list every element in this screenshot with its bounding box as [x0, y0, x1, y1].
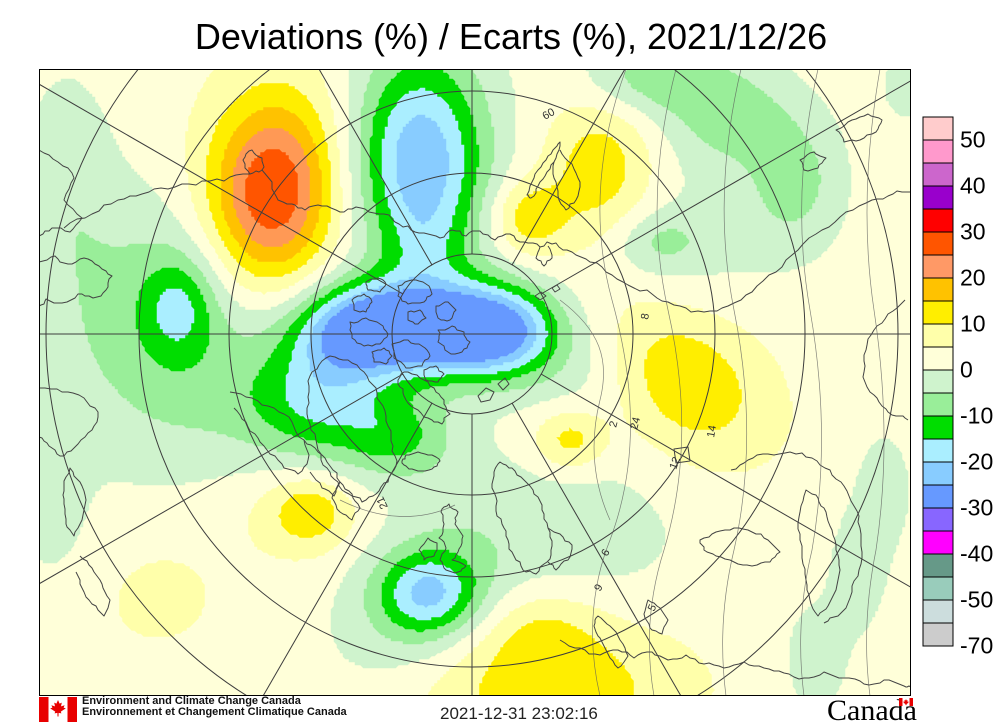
svg-text:2: 2: [607, 420, 620, 429]
svg-text:21: 21: [375, 495, 391, 511]
svg-text:30: 30: [960, 219, 986, 245]
svg-text:-10: -10: [960, 403, 993, 429]
svg-text:-70: -70: [960, 633, 993, 659]
svg-text:-20: -20: [960, 449, 993, 475]
svg-text:0: 0: [960, 357, 973, 383]
svg-text:-50: -50: [960, 587, 993, 613]
svg-text:-30: -30: [960, 495, 993, 521]
svg-text:10: 10: [960, 311, 986, 337]
svg-text:5: 5: [646, 603, 659, 614]
svg-text:14: 14: [705, 424, 719, 438]
svg-text:60: 60: [541, 106, 558, 123]
svg-text:-40: -40: [960, 541, 993, 567]
svg-text:40: 40: [960, 173, 986, 199]
svg-text:9: 9: [592, 582, 605, 593]
svg-text:6: 6: [599, 547, 612, 558]
svg-text:12: 12: [668, 455, 683, 471]
svg-text:8: 8: [639, 312, 652, 320]
svg-text:50: 50: [960, 127, 986, 153]
svg-text:24: 24: [628, 416, 643, 431]
svg-text:20: 20: [960, 265, 986, 291]
